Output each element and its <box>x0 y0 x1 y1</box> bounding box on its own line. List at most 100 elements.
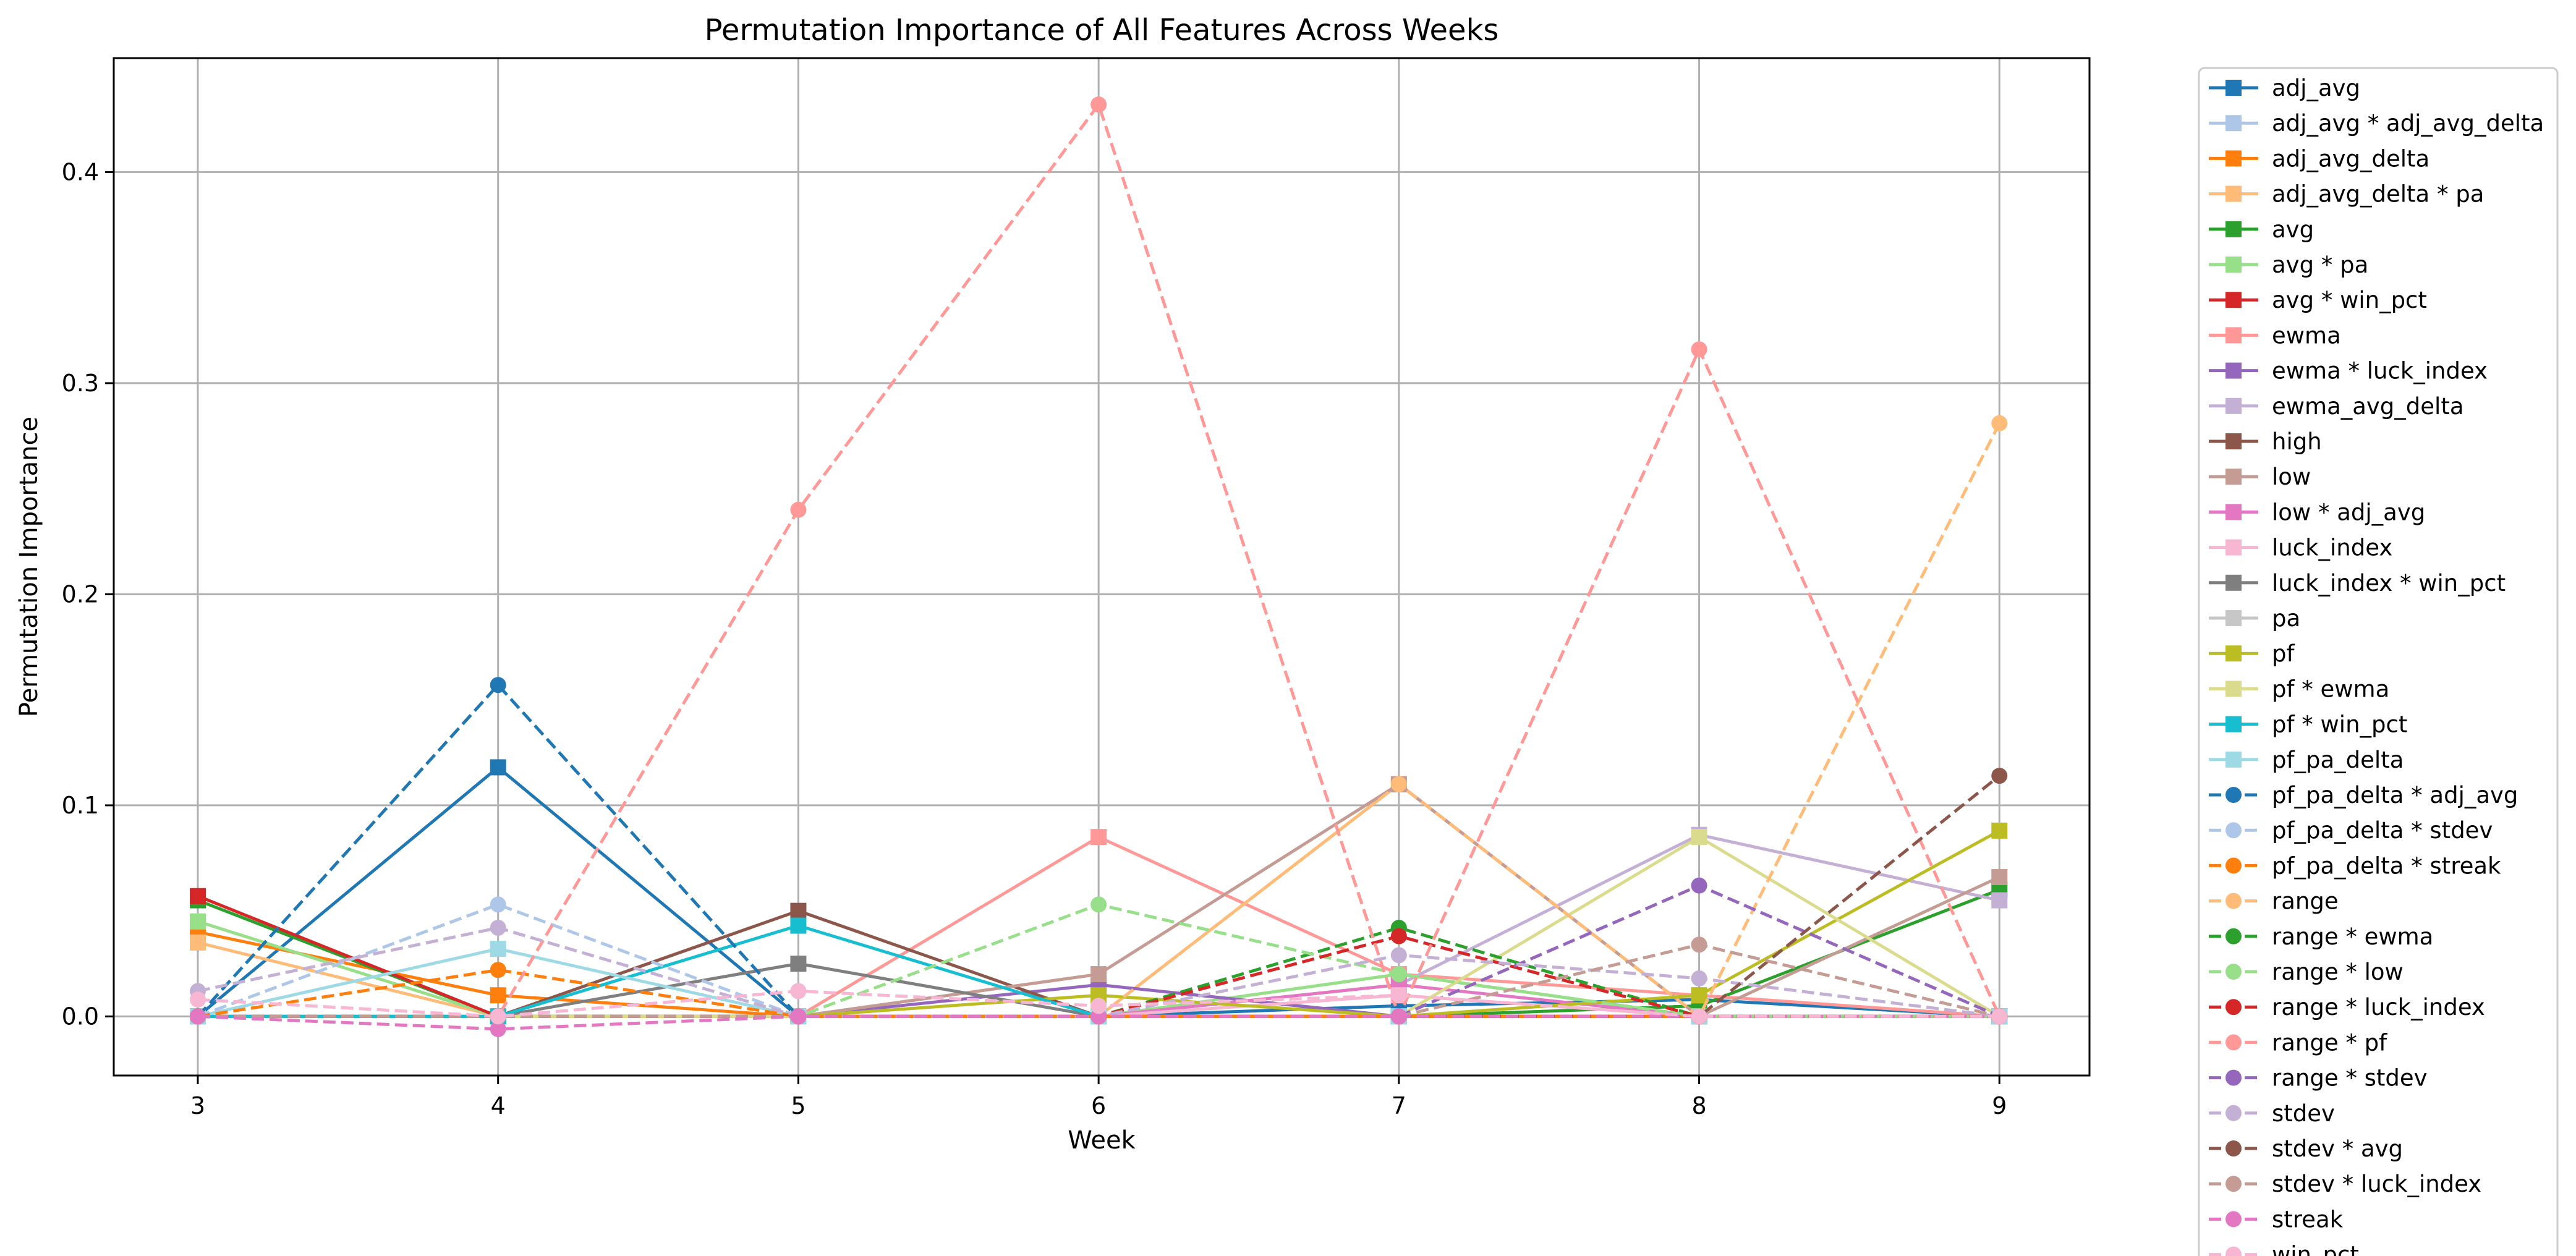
legend: adj_avg adj_avg * adj_avg_delta adj_avg_de… <box>2198 67 2559 1256</box>
legend-label: luck_index <box>2272 535 2392 561</box>
legend-label: pf_pa_delta <box>2272 747 2404 773</box>
legend-entry: high <box>2209 428 2322 455</box>
x-tick-label: 7 <box>1392 1092 1406 1119</box>
legend-entry: pf_pa_delta * streak <box>2209 852 2501 879</box>
legend-entry: adj_avg * adj_avg_delta <box>2209 110 2544 137</box>
plot-frame <box>113 57 2091 1077</box>
data-point <box>790 983 807 999</box>
legend-marker <box>2225 327 2242 344</box>
legend-label: ewma * luck_index <box>2272 358 2488 384</box>
gridlines <box>114 58 2089 1076</box>
y-tick-label: 0.3 <box>62 370 99 397</box>
data-point <box>1390 987 1407 1004</box>
legend-marker <box>2225 221 2242 237</box>
legend-marker <box>2225 1211 2242 1228</box>
legend-marker <box>2225 1140 2242 1156</box>
legend-box <box>2198 67 2559 1256</box>
data-point <box>1991 1008 2008 1025</box>
legend-marker <box>2225 115 2242 132</box>
legend-entry: adj_avg <box>2209 75 2360 101</box>
series-win-pct <box>190 983 2008 1025</box>
legend-marker <box>2225 574 2242 591</box>
data-point <box>1991 822 2008 839</box>
legend-label: low <box>2272 464 2311 490</box>
legend-entry: pf_pa_delta <box>2209 747 2404 773</box>
data-point <box>1090 96 1107 113</box>
legend-label: range * stdev <box>2272 1065 2428 1092</box>
legend-marker <box>2225 257 2242 273</box>
y-tick-label: 0.0 <box>62 1003 99 1030</box>
y-tick-label: 0.2 <box>62 580 99 608</box>
data-point <box>1090 896 1107 913</box>
legend-entry: ewma <box>2209 322 2341 349</box>
legend-entry: low <box>2209 464 2311 490</box>
legend-label: range * pf <box>2272 1029 2387 1056</box>
data-point <box>490 1008 506 1025</box>
legend-entry: pf * ewma <box>2209 676 2389 702</box>
legend-label: avg * win_pct <box>2272 287 2427 313</box>
x-tick-label: 3 <box>190 1092 205 1119</box>
legend-label: low * adj_avg <box>2272 499 2425 525</box>
legend-label: adj_avg_delta * pa <box>2272 181 2484 208</box>
legend-entry: ewma_avg_delta <box>2209 393 2464 420</box>
legend-entry: stdev * avg <box>2209 1135 2403 1162</box>
legend-marker <box>2225 751 2242 768</box>
legend-label: range * luck_index <box>2272 994 2485 1020</box>
legend-entry: pa <box>2209 605 2300 632</box>
data-point <box>790 1008 807 1025</box>
x-axis-label: Week <box>1068 1126 1136 1155</box>
legend-marker <box>2225 928 2242 944</box>
legend-entry: pf * win_pct <box>2209 711 2407 738</box>
data-point <box>1390 928 1407 944</box>
data-point <box>1090 966 1107 983</box>
legend-entry: stdev <box>2209 1100 2335 1127</box>
legend-marker <box>2225 1034 2242 1051</box>
data-point <box>490 677 506 694</box>
data-point <box>1390 947 1407 964</box>
legend-entry: luck_index <box>2209 535 2392 561</box>
data-point <box>1991 892 2008 909</box>
legend-marker <box>2225 645 2242 662</box>
data-point <box>1991 415 2008 431</box>
data-point <box>1691 970 1707 987</box>
legend-marker <box>2225 964 2242 980</box>
legend-label: adj_avg <box>2272 75 2360 101</box>
data-point <box>490 941 506 957</box>
legend-marker <box>2225 893 2242 909</box>
legend-marker <box>2225 1069 2242 1086</box>
legend-label: streak <box>2272 1206 2344 1233</box>
legend-label: pf <box>2272 640 2295 667</box>
x-tick-label: 5 <box>791 1092 806 1119</box>
legend-entry: avg * pa <box>2209 252 2368 278</box>
legend-label: ewma <box>2272 322 2341 349</box>
legend-marker <box>2225 681 2242 697</box>
legend-entry: low * adj_avg <box>2209 499 2425 525</box>
legend-label: stdev <box>2272 1100 2335 1127</box>
legend-entry: pf_pa_delta * stdev <box>2209 817 2493 844</box>
legend-label: range <box>2272 888 2339 915</box>
x-tick-label: 6 <box>1091 1092 1106 1119</box>
legend-marker <box>2225 150 2242 167</box>
data-point <box>490 1020 506 1037</box>
data-point <box>1691 877 1707 894</box>
data-point <box>1390 966 1407 983</box>
x-tick-label: 9 <box>1992 1092 2007 1119</box>
data-point <box>790 501 807 518</box>
data-point <box>1691 1008 1707 1025</box>
legend-label: high <box>2272 428 2322 455</box>
legend-label: pa <box>2272 605 2300 632</box>
legend-entry: pf <box>2209 640 2295 667</box>
data-point <box>490 759 506 776</box>
legend-entry: range * low <box>2209 959 2404 985</box>
y-axis-label: Permutation Importance <box>15 417 43 717</box>
legend-entry: adj_avg_delta * pa <box>2209 181 2484 208</box>
y-tick-label: 0.4 <box>62 158 99 185</box>
legend-entry: range <box>2209 888 2339 915</box>
data-point <box>790 902 807 919</box>
legend-entry: luck_index * win_pct <box>2209 570 2506 596</box>
legend-label: win_pct <box>2272 1242 2359 1256</box>
data-point <box>490 919 506 936</box>
legend-marker <box>2225 362 2242 379</box>
